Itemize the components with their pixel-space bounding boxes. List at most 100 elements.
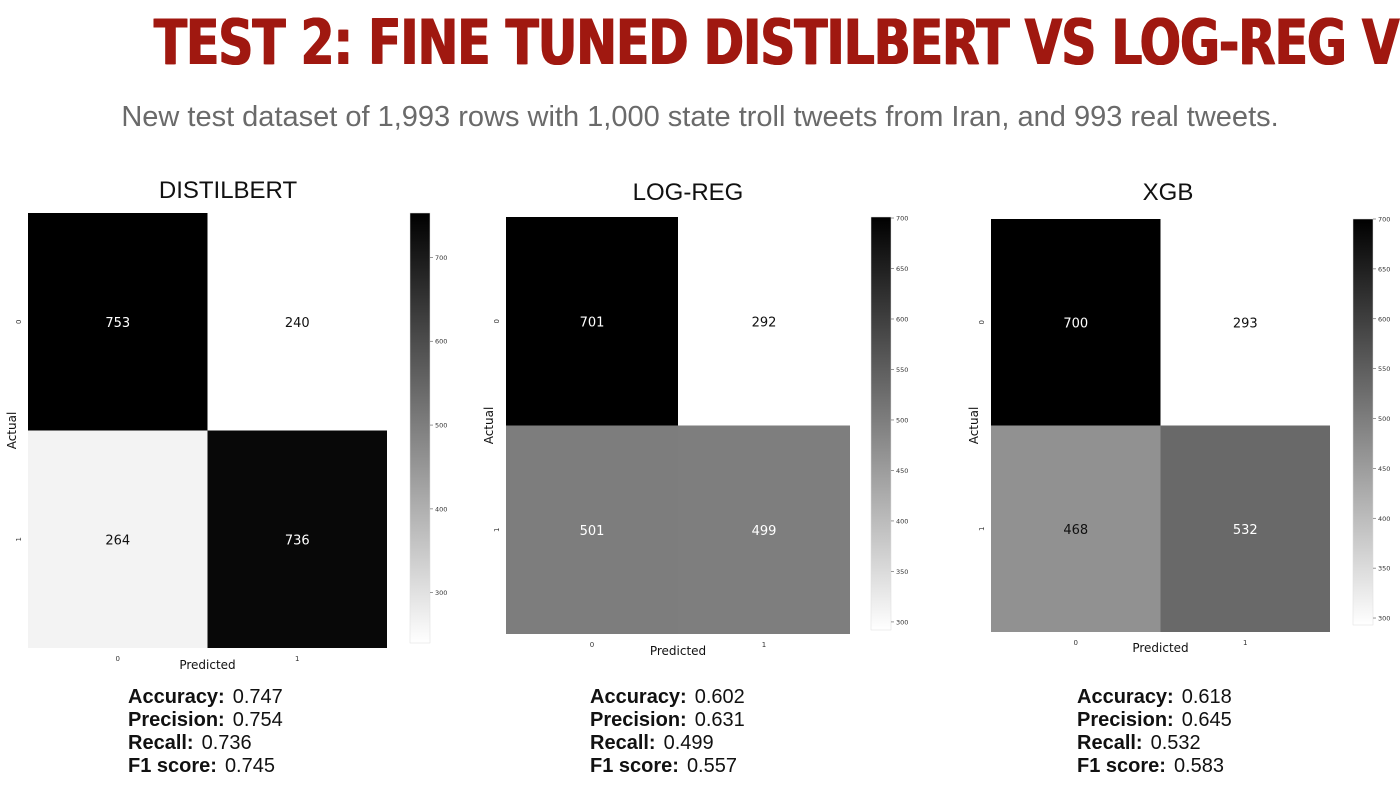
- x-axis-label: Predicted: [1132, 641, 1188, 655]
- x-tick-label: 0: [590, 641, 594, 649]
- y-tick-label: 1: [493, 528, 501, 532]
- metric-label: F1 score:: [128, 755, 217, 777]
- metrics-block: Accuracy: 0.602 Precision: 0.631 Recall: 0.49…: [590, 686, 745, 778]
- y-axis-label: Actual: [5, 412, 19, 450]
- metric-row: Recall: 0.736: [128, 732, 283, 755]
- cell-value-label: 532: [1233, 523, 1258, 538]
- heatmap-cell: [506, 217, 678, 426]
- colorbar-tick-label: 400: [1378, 515, 1390, 523]
- heatmap-cell: [991, 425, 1161, 632]
- metric-label: Accuracy:: [1077, 686, 1174, 708]
- colorbar-tick-label: 650: [896, 265, 908, 273]
- cell-value-label: 264: [105, 533, 130, 548]
- metric-value: 0.645: [1181, 709, 1232, 731]
- metrics-block: Accuracy: 0.747 Precision: 0.754 Recall: 0.73…: [128, 686, 283, 778]
- metric-label: Accuracy:: [590, 686, 687, 708]
- metrics-block: Accuracy: 0.618 Precision: 0.645 Recall: 0.53…: [1077, 686, 1232, 778]
- chart-title: XGB: [1143, 179, 1194, 206]
- colorbar-tick-label: 700: [896, 215, 908, 223]
- heatmap-cell: [28, 213, 208, 431]
- heatmap-cell: [506, 425, 678, 634]
- metric-row: Recall: 0.499: [590, 732, 745, 755]
- heatmap-1: DISTILBERT 753 240 264 736 0 1 0 1 Predicted Actua…: [5, 177, 447, 672]
- metric-value: 0.747: [232, 686, 283, 708]
- metric-value: 0.499: [663, 732, 714, 754]
- heatmap-cell: [678, 425, 850, 634]
- x-tick-label: 0: [116, 655, 120, 663]
- chart-title: LOG-REG: [633, 179, 744, 206]
- y-tick-label: 0: [15, 320, 23, 324]
- colorbar-tick-label: 550: [1378, 365, 1390, 373]
- colorbar-tick-label: 650: [1378, 265, 1390, 273]
- metric-value: 0.618: [1181, 686, 1232, 708]
- metric-label: Recall:: [128, 732, 194, 754]
- metric-label: Precision:: [128, 709, 225, 731]
- colorbar: [870, 216, 892, 631]
- metric-row: F1 score: 0.745: [128, 755, 283, 778]
- y-tick-label: 1: [15, 537, 23, 541]
- metric-row: Precision: 0.645: [1077, 709, 1232, 732]
- colorbar-tick-label: 550: [896, 366, 908, 374]
- metric-value: 0.745: [224, 755, 275, 777]
- x-tick-label: 1: [1243, 639, 1247, 647]
- cell-value-label: 468: [1063, 523, 1088, 538]
- metric-label: Recall:: [590, 732, 656, 754]
- metric-label: Recall:: [1077, 732, 1143, 754]
- colorbar-tick-label: 350: [896, 568, 908, 576]
- metric-row: Precision: 0.631: [590, 709, 745, 732]
- metric-value: 0.754: [232, 709, 283, 731]
- metric-label: F1 score:: [1077, 755, 1166, 777]
- page-title: TEST 2: FINE TUNED DISTILBERT VS LOG-REG…: [154, 6, 1400, 79]
- colorbar-tick-label: 350: [1378, 565, 1390, 573]
- heatmap-cell: [1160, 219, 1330, 426]
- colorbar-tick-label: 600: [1378, 315, 1390, 323]
- x-axis-label: Predicted: [179, 658, 235, 672]
- metric-label: Precision:: [590, 709, 687, 731]
- colorbar-tick-label: 500: [896, 416, 908, 424]
- metric-row: Accuracy: 0.747: [128, 686, 283, 709]
- metric-row: Recall: 0.532: [1077, 732, 1232, 755]
- metric-row: Accuracy: 0.618: [1077, 686, 1232, 709]
- metric-row: F1 score: 0.557: [590, 755, 745, 778]
- colorbar-tick-label: 450: [896, 467, 908, 475]
- colorbar-tick-label: 300: [435, 589, 447, 597]
- colorbar-tick-label: 500: [435, 422, 447, 430]
- colorbar-tick-label: 500: [1378, 415, 1390, 423]
- metric-value: 0.557: [686, 755, 737, 777]
- x-tick-label: 1: [762, 641, 766, 649]
- colorbar-tick-label: 400: [896, 517, 908, 525]
- x-tick-label: 1: [295, 655, 299, 663]
- cell-value-label: 701: [580, 315, 605, 330]
- colorbar: [1352, 218, 1374, 626]
- metric-label: Precision:: [1077, 709, 1174, 731]
- colorbar-tick-label: 600: [896, 315, 908, 323]
- x-tick-label: 0: [1074, 639, 1078, 647]
- colorbar-tick-label: 700: [1378, 216, 1390, 224]
- cell-value-label: 240: [285, 316, 310, 331]
- metric-row: Precision: 0.754: [128, 709, 283, 732]
- y-axis-label: Actual: [482, 407, 496, 445]
- cell-value-label: 293: [1233, 316, 1258, 331]
- heatmap-cell: [207, 213, 387, 431]
- metric-value: 0.602: [694, 686, 745, 708]
- cell-value-label: 499: [752, 524, 777, 539]
- heatmap-3: XGB 700 293 468 532 0 1 0 1 Predicted Actual 300 350…: [967, 179, 1390, 655]
- cell-value-label: 292: [752, 315, 777, 330]
- page-subtitle: New test dataset of 1,993 rows with 1,00…: [121, 101, 1279, 133]
- metric-label: F1 score:: [590, 755, 679, 777]
- metric-value: 0.736: [201, 732, 252, 754]
- chart-title: DISTILBERT: [159, 177, 298, 204]
- colorbar-tick-label: 300: [1378, 615, 1390, 623]
- colorbar-tick-label: 450: [1378, 465, 1390, 473]
- colorbar-tick-label: 600: [435, 338, 447, 346]
- colorbar-tick-label: 400: [435, 505, 447, 513]
- y-axis-label: Actual: [967, 407, 981, 445]
- heatmap-cell: [28, 430, 208, 648]
- cell-value-label: 501: [580, 524, 605, 539]
- x-axis-label: Predicted: [650, 644, 706, 658]
- metric-value: 0.631: [694, 709, 745, 731]
- metric-row: F1 score: 0.583: [1077, 755, 1232, 778]
- y-tick-label: 0: [978, 320, 986, 324]
- metric-label: Accuracy:: [128, 686, 225, 708]
